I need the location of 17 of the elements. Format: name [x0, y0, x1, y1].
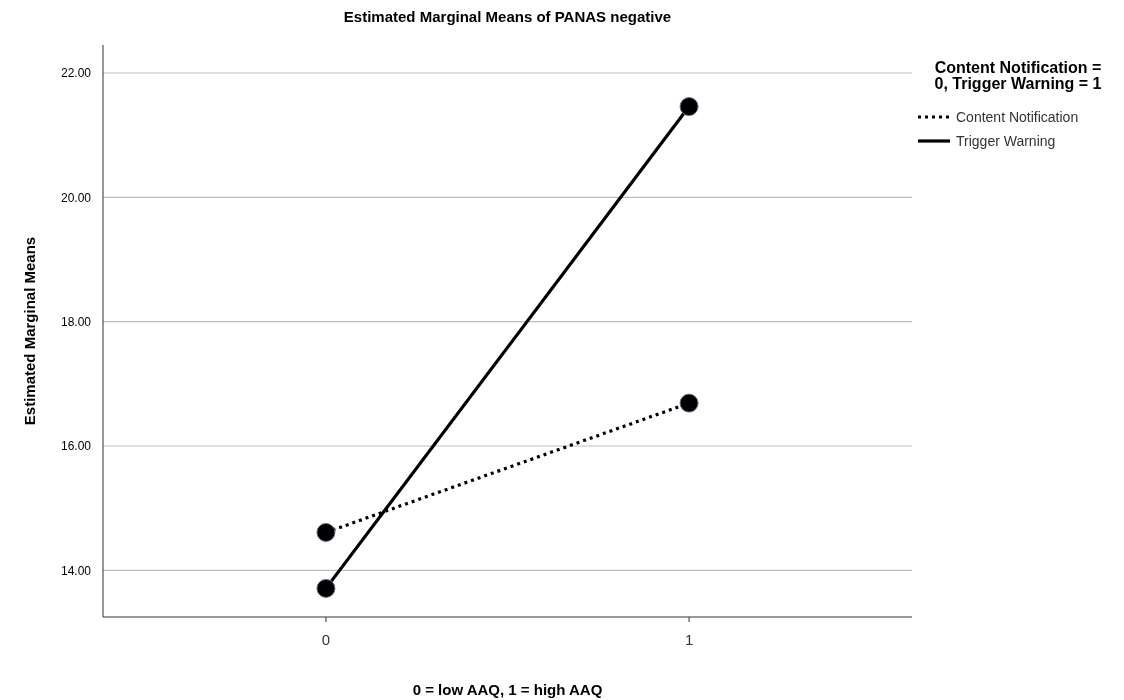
y-tick-label: 14.00: [60, 563, 92, 578]
point: [316, 522, 336, 542]
y-axis-title: Estimated Marginal Means: [21, 236, 38, 426]
y-tick-label: 20.00: [60, 190, 92, 205]
legend-label: Trigger Warning: [956, 132, 1056, 149]
y-tick-label: 18.00: [60, 314, 92, 329]
point: [316, 578, 336, 598]
point: [679, 97, 699, 117]
x-tick-label: 0: [321, 631, 331, 648]
x-axis-title: 0 = low AAQ, 1 = high AAQ: [412, 681, 603, 698]
x-tick-label: 1: [684, 631, 694, 648]
y-tick-label: 22.00: [60, 66, 92, 81]
chart-title: Estimated Marginal Means of PANAS negative: [343, 8, 672, 25]
legend-title: Content Notification = 0, Trigger Warning = 1: [934, 59, 1102, 92]
legend-label: Content Notification: [956, 108, 1079, 125]
point: [679, 393, 699, 413]
y-tick-label: 16.00: [60, 439, 92, 454]
